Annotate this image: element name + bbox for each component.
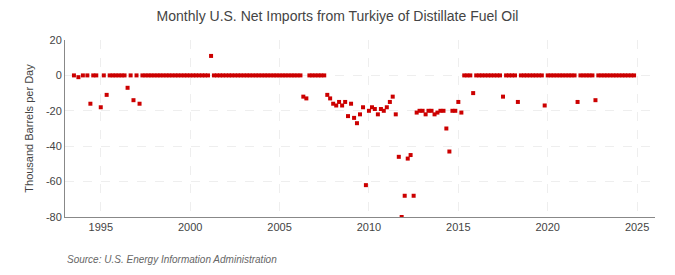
svg-text:Source: U.S. Energy Informatio: Source: U.S. Energy Information Administ… bbox=[67, 254, 277, 265]
svg-text:-40: -40 bbox=[46, 140, 62, 152]
svg-text:1995: 1995 bbox=[89, 221, 113, 233]
svg-text:2005: 2005 bbox=[267, 221, 291, 233]
svg-text:0: 0 bbox=[56, 69, 62, 81]
svg-text:2015: 2015 bbox=[446, 221, 470, 233]
svg-text:2020: 2020 bbox=[535, 221, 559, 233]
svg-text:Monthly U.S. Net Imports from: Monthly U.S. Net Imports from Turkiye of… bbox=[157, 8, 519, 24]
svg-text:2000: 2000 bbox=[178, 221, 202, 233]
svg-text:-20: -20 bbox=[46, 105, 62, 117]
svg-text:-60: -60 bbox=[46, 175, 62, 187]
svg-text:-80: -80 bbox=[46, 211, 62, 223]
svg-text:Thousand Barrels per Day: Thousand Barrels per Day bbox=[23, 64, 35, 193]
svg-text:20: 20 bbox=[50, 34, 62, 46]
svg-text:2010: 2010 bbox=[357, 221, 381, 233]
svg-text:2025: 2025 bbox=[625, 221, 649, 233]
